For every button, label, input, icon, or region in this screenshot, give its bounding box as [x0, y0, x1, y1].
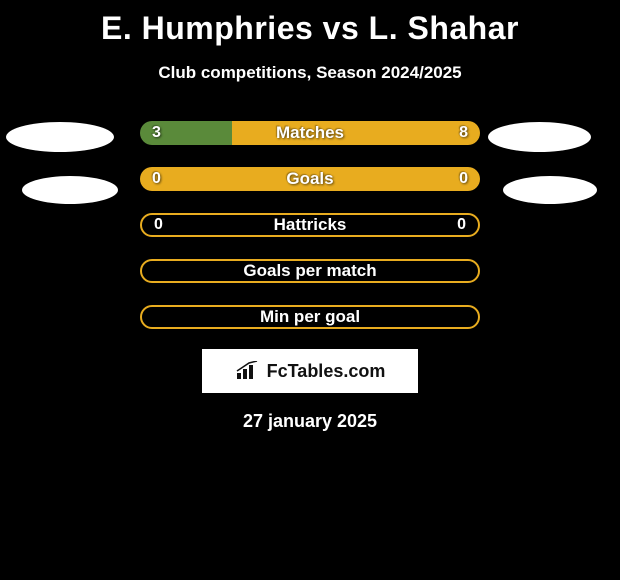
bar-right-value: 0: [457, 216, 466, 234]
bar-label: Hattricks: [142, 215, 478, 235]
bar-label: Goals per match: [142, 261, 478, 281]
bar-left-value: 3: [152, 124, 161, 142]
bar-left-value: 0: [154, 216, 163, 234]
stat-bar-hattricks: 0 Hattricks 0: [140, 213, 480, 237]
date-label: 27 january 2025: [0, 411, 620, 432]
page-title: E. Humphries vs L. Shahar: [0, 0, 620, 47]
stat-bar-min-per-goal: Min per goal: [140, 305, 480, 329]
stat-bars-container: 3 Matches 8 0 Goals 0 0 Hattricks 0 Goal…: [0, 121, 620, 329]
brand-box[interactable]: FcTables.com: [202, 349, 418, 393]
bar-label: Min per goal: [142, 307, 478, 327]
bar-label: Matches: [140, 123, 480, 143]
bar-right-value: 8: [459, 124, 468, 142]
chart-icon: [235, 361, 261, 381]
stat-bar-goals-per-match: Goals per match: [140, 259, 480, 283]
brand-text: FcTables.com: [267, 361, 386, 382]
avatar-placeholder: [488, 122, 591, 152]
subtitle: Club competitions, Season 2024/2025: [0, 63, 620, 83]
avatar-placeholder: [6, 122, 114, 152]
avatar-placeholder: [503, 176, 597, 204]
bar-label: Goals: [140, 169, 480, 189]
stat-bar-matches: 3 Matches 8: [140, 121, 480, 145]
avatar-placeholder: [22, 176, 118, 204]
bar-left-value: 0: [152, 170, 161, 188]
bar-right-value: 0: [459, 170, 468, 188]
stat-bar-goals: 0 Goals 0: [140, 167, 480, 191]
